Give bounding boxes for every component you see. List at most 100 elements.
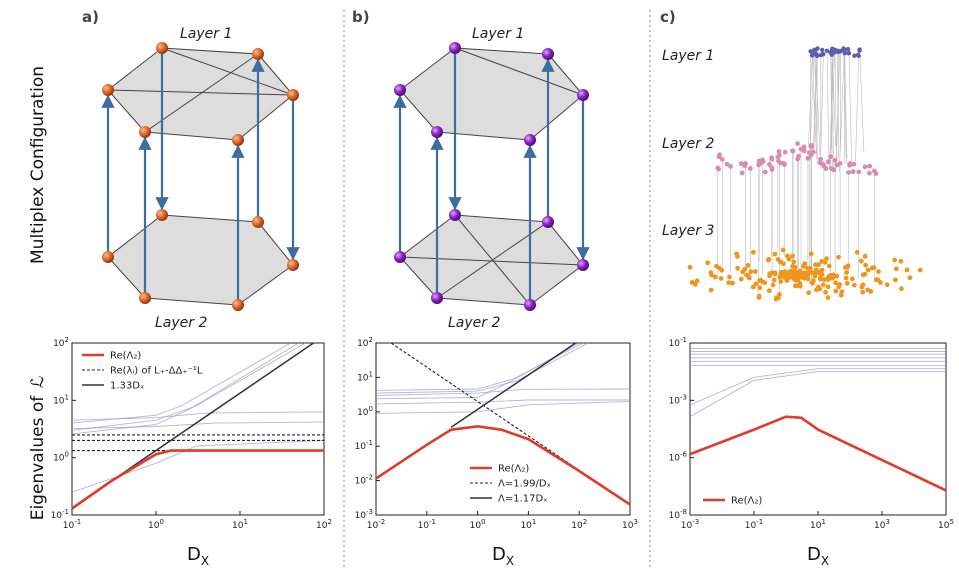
legend-label: 1.33Dₓ — [110, 381, 144, 392]
series-line — [690, 368, 946, 406]
node — [824, 48, 830, 54]
series-line — [376, 343, 580, 400]
node — [831, 274, 836, 280]
legend: Re(Λ₂) Re(λᵢ) of L₊-ΔΔ₊⁻¹L 1.33Dₓ — [82, 351, 203, 392]
node — [867, 163, 873, 169]
node — [524, 134, 536, 146]
node — [767, 162, 772, 167]
node — [735, 265, 741, 271]
layer-label-c-2: Layer 2 — [662, 136, 714, 152]
layer-2-plane-b — [400, 215, 583, 305]
layer-3-nodes-c — [687, 247, 923, 302]
node — [542, 216, 554, 228]
node — [782, 162, 787, 167]
node — [777, 152, 782, 158]
row-label-bottom-text: Eigenvalues of — [28, 395, 48, 521]
node — [838, 49, 843, 54]
node — [791, 276, 797, 282]
node — [817, 286, 823, 292]
layer-1-plane-b — [400, 48, 583, 140]
node — [808, 251, 814, 257]
node — [814, 51, 819, 57]
node — [836, 254, 841, 260]
node — [687, 264, 693, 270]
node — [287, 89, 299, 101]
node — [777, 291, 782, 297]
tick-label: 101 — [232, 518, 248, 531]
node — [856, 169, 862, 175]
node — [769, 155, 775, 161]
inter-layer-link — [837, 50, 839, 160]
node — [808, 142, 814, 148]
node — [820, 282, 826, 288]
eigenvalue-chart-c: 10-3 10-1 101 103 105 10-8 10-6 10-3 10-1 DX Re(Λ₂… — [669, 336, 954, 568]
x-axis-title: DX — [492, 544, 514, 568]
tick-label: 10-3 — [355, 508, 373, 521]
legend-label: Λ=1.17Dₓ — [498, 494, 548, 505]
row-label-top: Multiplex Configuration — [28, 66, 48, 264]
layer-1-nodes-c — [808, 46, 862, 59]
node — [767, 273, 773, 279]
node — [800, 275, 806, 281]
node — [748, 269, 754, 275]
series-line — [72, 343, 306, 431]
multiplex-diagram-c: Layer 1 Layer 2 Layer 3 — [662, 46, 923, 302]
node — [449, 42, 461, 54]
node — [716, 166, 722, 172]
legend-label: Re(Λ₂) — [731, 496, 762, 507]
node — [808, 49, 813, 54]
node — [252, 48, 264, 60]
layer-label-b-bottom: Layer 2 — [448, 315, 500, 331]
node — [689, 279, 695, 285]
node — [139, 126, 151, 138]
node — [784, 270, 790, 276]
layer-label-b-top: Layer 1 — [472, 26, 524, 42]
node — [839, 289, 845, 295]
series-line — [690, 415, 946, 492]
inter-layer-link — [843, 48, 847, 159]
node — [790, 148, 795, 154]
inter-layer-arrows-a — [101, 52, 300, 303]
node — [795, 277, 801, 283]
inter-layer-link — [844, 53, 848, 165]
node — [917, 267, 923, 273]
node — [782, 275, 788, 281]
multiplex-diagram-b: Layer 1 Layer 2 — [393, 26, 590, 331]
node — [785, 253, 790, 259]
node — [869, 265, 875, 271]
legend: Re(Λ₂) — [703, 496, 762, 507]
node — [727, 274, 732, 280]
node — [718, 276, 724, 281]
node — [892, 257, 898, 263]
node — [819, 258, 825, 264]
node — [102, 84, 114, 96]
node — [770, 282, 776, 288]
node — [844, 264, 850, 270]
node — [899, 286, 904, 292]
node — [850, 169, 856, 175]
x-axis-title: DX — [807, 544, 829, 568]
node — [844, 270, 849, 275]
node — [726, 280, 732, 286]
node — [735, 254, 740, 259]
node — [865, 267, 871, 273]
node — [867, 170, 872, 176]
tick-label: 100 — [470, 518, 486, 531]
tick-label: 105 — [938, 518, 954, 531]
node — [826, 263, 832, 269]
node — [830, 49, 835, 54]
tick-label: 101 — [520, 518, 536, 531]
node — [766, 288, 772, 294]
node — [813, 262, 818, 268]
tick-label: 101 — [810, 518, 826, 531]
node — [730, 280, 735, 286]
node — [813, 270, 819, 276]
node — [863, 262, 869, 268]
node — [757, 285, 763, 291]
series-line — [390, 343, 580, 471]
node — [802, 261, 808, 267]
legend-label: Re(Λ₂) — [110, 351, 141, 362]
node — [394, 251, 406, 263]
tick-label: 10-3 — [669, 393, 687, 406]
